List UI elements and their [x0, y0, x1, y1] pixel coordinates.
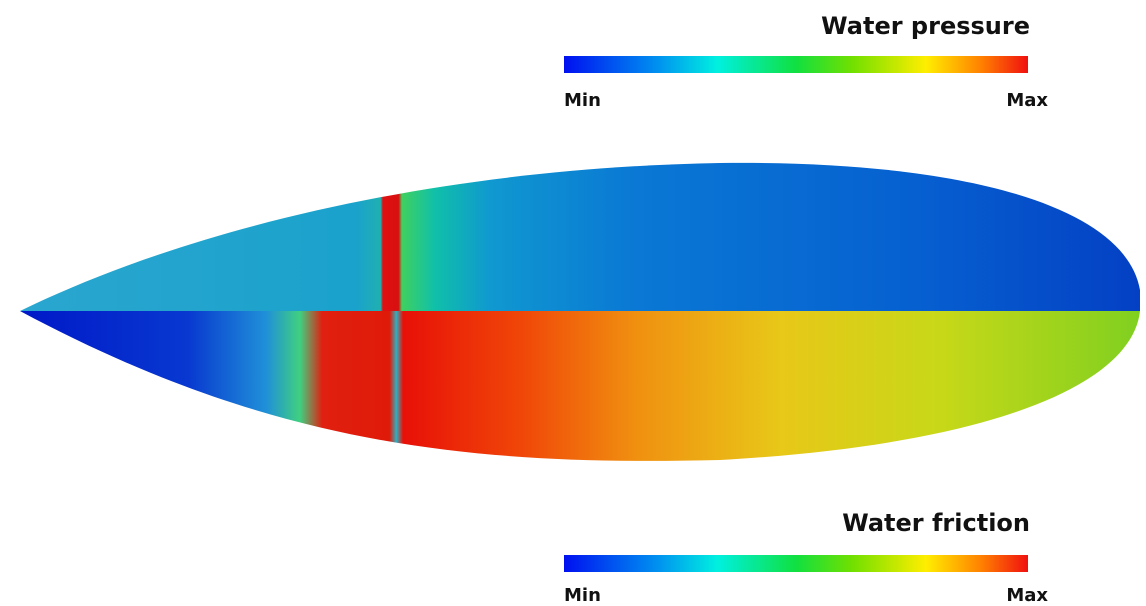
pressure-half: [20, 163, 1140, 311]
max-label: Max: [1006, 90, 1048, 111]
min-label: Min: [564, 585, 601, 606]
surfboard: [20, 163, 1140, 461]
legend-title: Water friction: [842, 509, 1030, 537]
color-bar: [564, 56, 1028, 73]
visualization: Water pressure Min Max Water friction Mi…: [0, 0, 1146, 606]
friction-legend: Water friction Min Max: [564, 509, 1048, 606]
page: Water pressure Min Max Water friction Mi…: [0, 0, 1146, 606]
color-bar: [564, 555, 1028, 572]
friction-half: [20, 311, 1140, 461]
max-label: Max: [1006, 585, 1048, 606]
min-label: Min: [564, 90, 601, 111]
legend-title: Water pressure: [821, 12, 1030, 40]
pressure-legend: Water pressure Min Max: [564, 12, 1048, 111]
